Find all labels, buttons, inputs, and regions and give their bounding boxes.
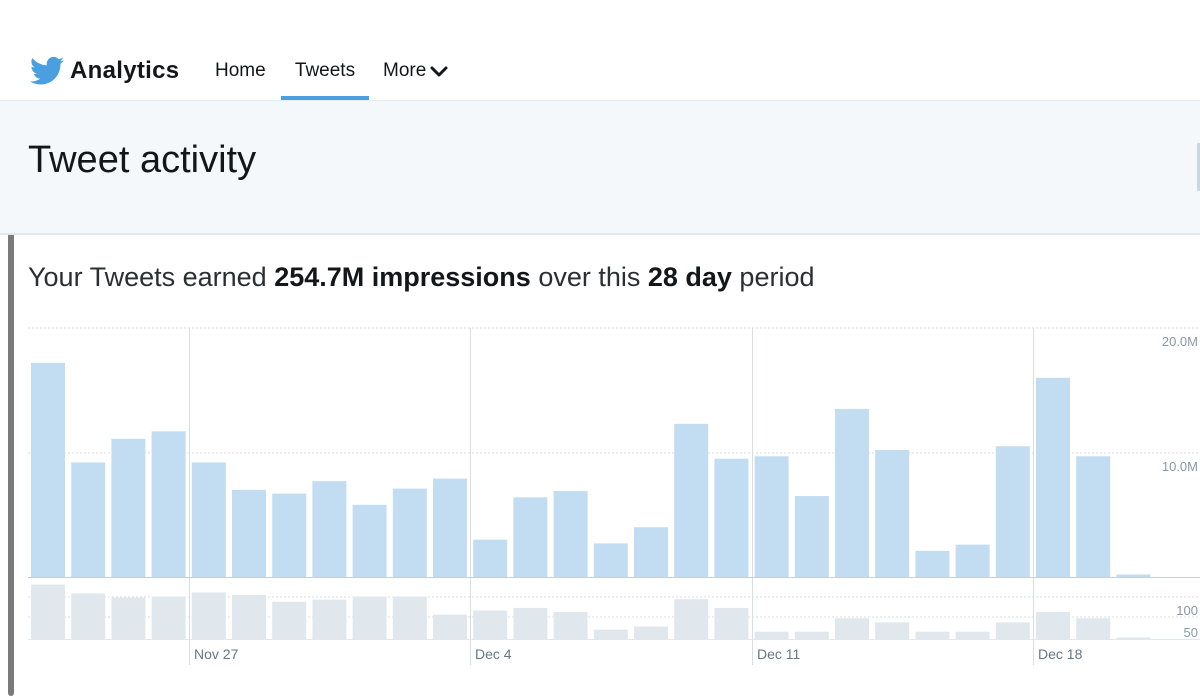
engagements-bar[interactable] (352, 596, 387, 639)
page-title: Tweet activity (28, 139, 257, 181)
engagements-bar[interactable] (272, 601, 307, 639)
nav-more-label: More (383, 60, 427, 81)
x-tick-label: Dec 18 (1038, 646, 1083, 662)
impressions-bar[interactable] (714, 458, 749, 577)
impressions-bar[interactable] (1116, 574, 1151, 577)
brand-title: Analytics (70, 57, 180, 84)
engagements-bar[interactable] (875, 622, 910, 639)
impressions-bar[interactable] (151, 431, 186, 577)
impressions-bar[interactable] (71, 462, 106, 577)
engagements-bar[interactable] (995, 622, 1030, 639)
impressions-bar[interactable] (754, 456, 789, 577)
engagements-bar[interactable] (553, 612, 588, 639)
summary-impressions: 254.7M impressions (274, 262, 531, 292)
engagements-bar[interactable] (1036, 612, 1070, 639)
impressions-bar[interactable] (392, 488, 427, 577)
impressions-bar[interactable] (794, 496, 829, 577)
engagements-bar[interactable] (714, 607, 749, 639)
secondary-y-tick-label: 50 (1183, 625, 1198, 640)
engagements-bar[interactable] (593, 629, 628, 639)
impressions-bar[interactable] (433, 478, 467, 577)
engagements-bar[interactable] (31, 584, 65, 639)
x-tick-label: Nov 27 (194, 646, 239, 662)
engagements-bar[interactable] (191, 592, 226, 639)
impressions-bar[interactable] (232, 489, 266, 577)
impressions-bar[interactable] (593, 543, 628, 577)
impressions-bar[interactable] (553, 491, 588, 577)
impressions-bar[interactable] (995, 446, 1030, 577)
impressions-bar[interactable] (473, 539, 508, 577)
impressions-bar[interactable] (1076, 456, 1111, 577)
left-edge-bar (8, 46, 14, 696)
twitter-bird-icon (30, 56, 64, 85)
impressions-bar[interactable] (835, 408, 869, 577)
engagements-bar[interactable] (754, 631, 789, 639)
impressions-bar[interactable] (31, 362, 65, 577)
impressions-bar[interactable] (272, 493, 307, 577)
engagements-bar[interactable] (674, 599, 709, 639)
engagements-bar[interactable] (312, 599, 347, 639)
impressions-bar[interactable] (875, 450, 910, 577)
impressions-bar[interactable] (674, 423, 709, 577)
nav-more[interactable]: More (383, 58, 448, 100)
header-control-edge[interactable] (1197, 143, 1200, 191)
engagements-bar[interactable] (1076, 618, 1111, 639)
summary-suffix: period (731, 262, 815, 292)
summary-middle: over this (530, 262, 648, 292)
impressions-bar[interactable] (1036, 377, 1070, 577)
engagements-bar[interactable] (111, 597, 146, 639)
x-tick-label: Dec 11 (757, 646, 801, 662)
engagements-bar[interactable] (955, 631, 990, 639)
chart-canvas (28, 327, 1200, 665)
engagements-bar[interactable] (433, 614, 467, 639)
impressions-bar[interactable] (352, 504, 387, 577)
engagements-bar[interactable] (392, 596, 427, 639)
page-header: Tweet activity (0, 101, 1200, 235)
y-tick-label: 10.0M (1161, 459, 1198, 474)
nav-home[interactable]: Home (215, 60, 266, 81)
impressions-bar[interactable] (513, 497, 548, 577)
engagements-bar[interactable] (1116, 637, 1151, 639)
engagements-bar[interactable] (915, 631, 950, 639)
impressions-bar[interactable] (312, 481, 347, 577)
y-tick-label: 20.0M (1161, 334, 1198, 349)
summary-period: 28 day (647, 262, 732, 292)
impressions-summary: Your Tweets earned 254.7M impressions ov… (28, 262, 814, 293)
impressions-bar[interactable] (634, 527, 668, 577)
active-tab-underline (281, 96, 369, 100)
secondary-y-tick-label: 100 (1176, 603, 1198, 618)
engagements-bar[interactable] (634, 626, 668, 639)
summary-prefix: Your Tweets earned (28, 262, 275, 292)
x-tick-label: Dec 4 (475, 646, 512, 662)
impressions-chart: 20.0M 10.0M 100 50 Nov 27 Dec 4 Dec 11 Dec 18 (0, 320, 1200, 696)
engagements-bar[interactable] (151, 596, 186, 639)
brand[interactable]: Analytics (30, 54, 179, 88)
engagements-bar[interactable] (835, 618, 869, 639)
top-navigation: Analytics Home Tweets More (0, 0, 1200, 101)
impressions-bar[interactable] (111, 438, 146, 577)
engagements-bar[interactable] (232, 594, 266, 639)
engagements-bar[interactable] (473, 610, 508, 640)
engagements-bar[interactable] (794, 631, 829, 639)
engagements-bar[interactable] (513, 607, 548, 639)
impressions-bar[interactable] (915, 550, 950, 577)
impressions-bar[interactable] (191, 462, 226, 577)
chevron-down-icon (430, 66, 448, 77)
engagements-bar[interactable] (71, 593, 106, 639)
nav-tweets[interactable]: Tweets (281, 58, 369, 100)
nav-tweets-label: Tweets (294, 60, 356, 81)
impressions-bar[interactable] (955, 544, 990, 577)
